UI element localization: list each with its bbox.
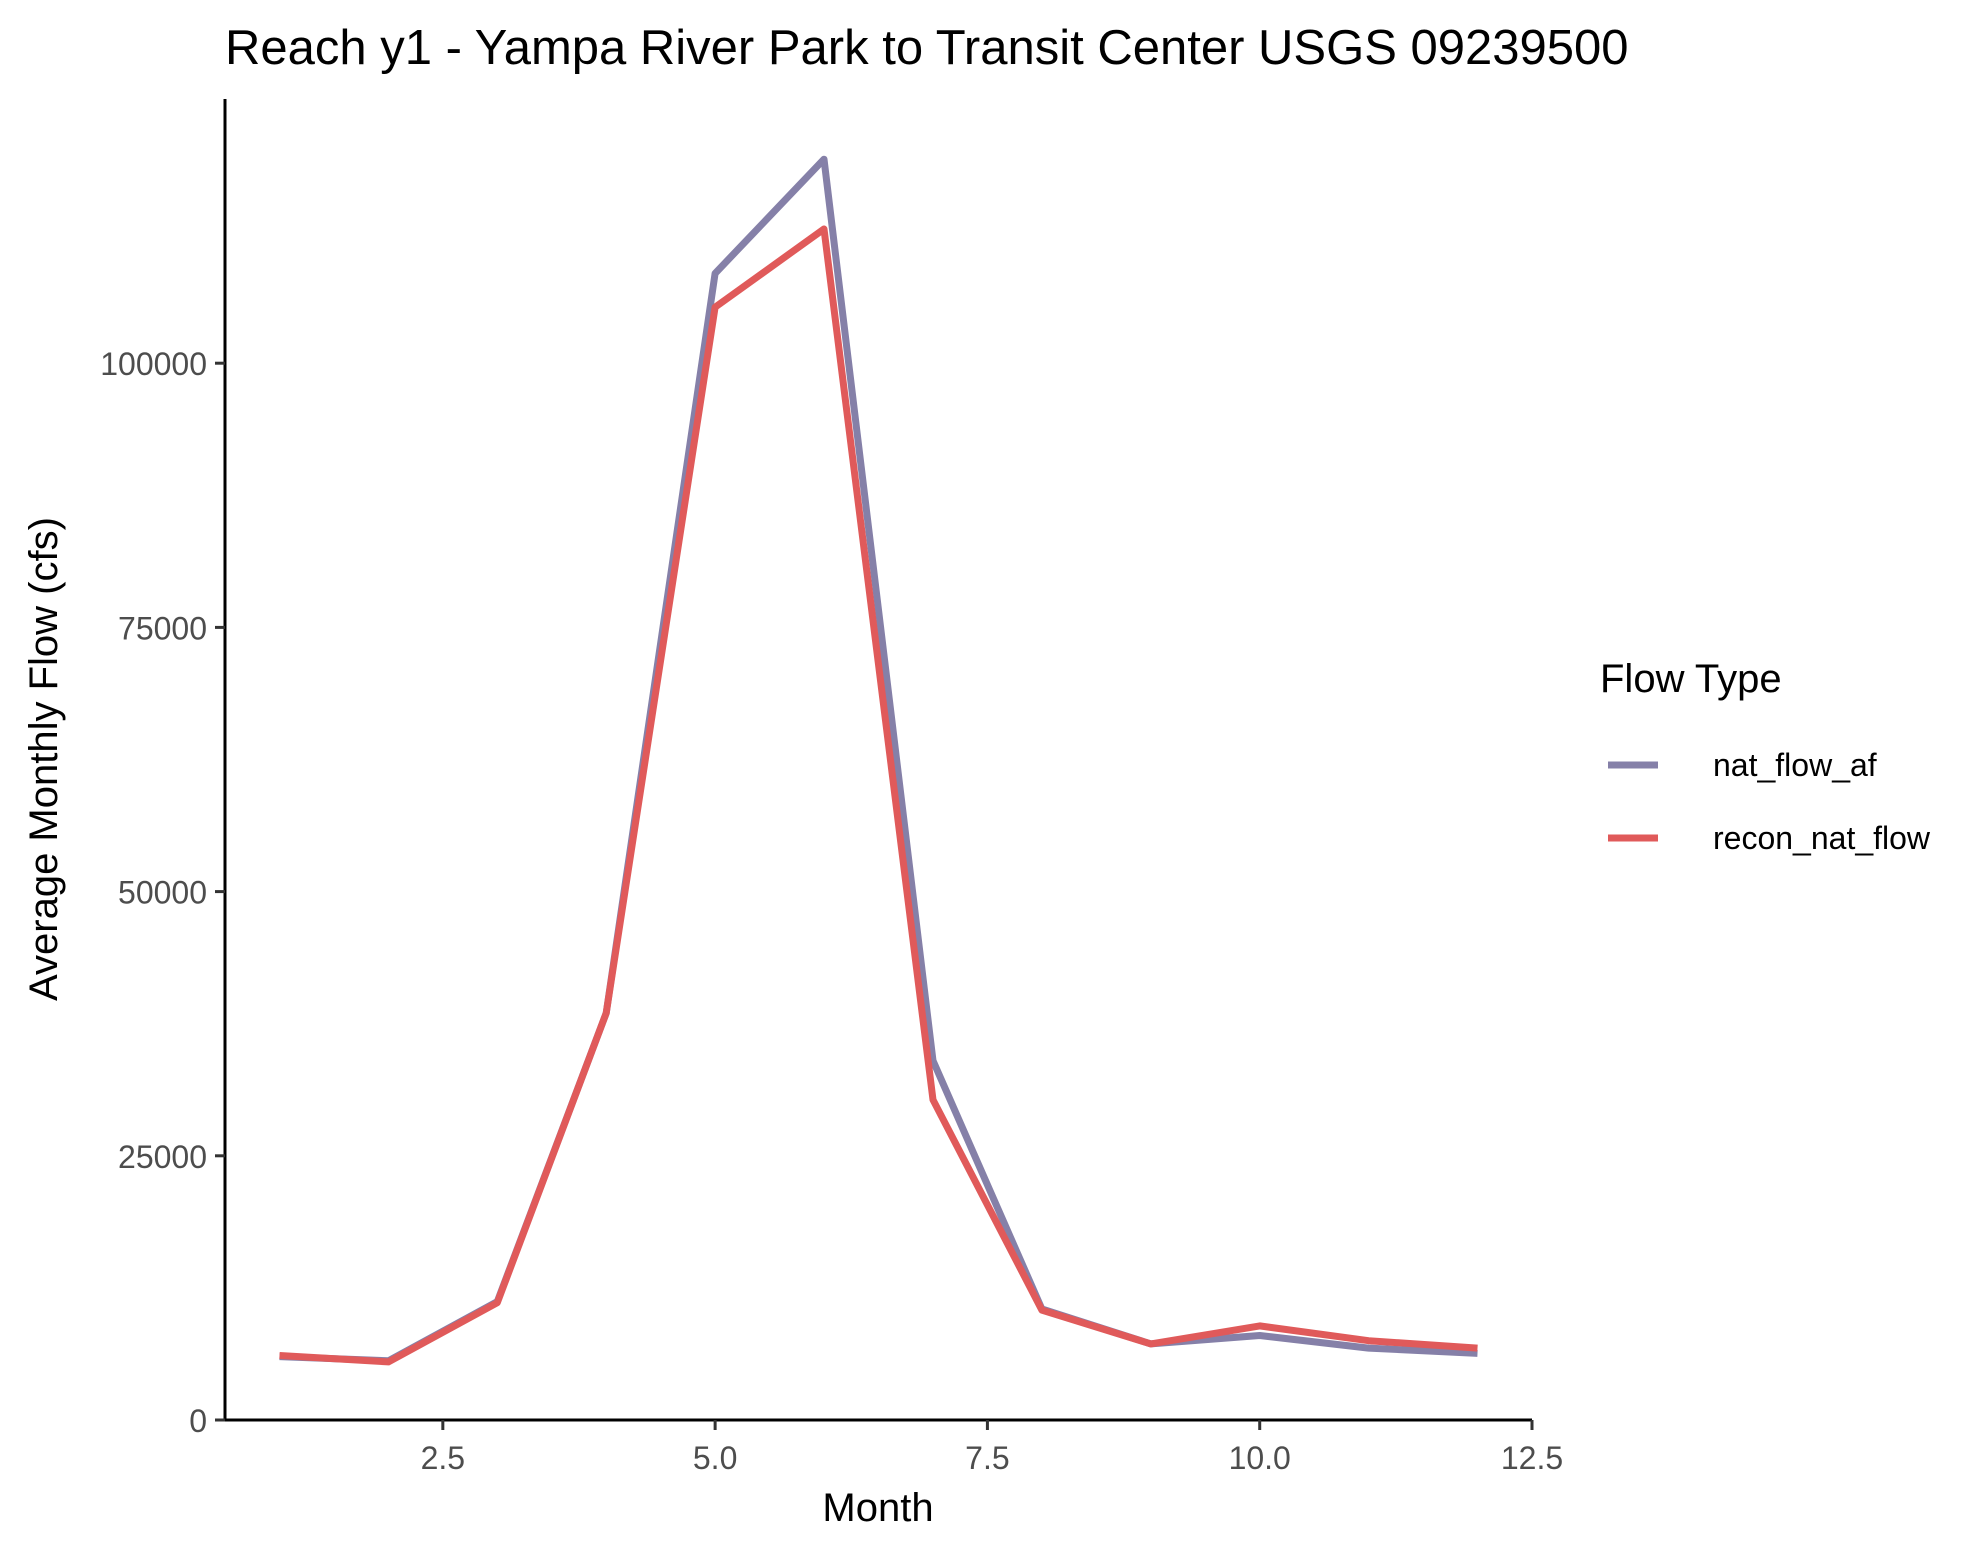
x-tick-label: 5.0 [693,1440,737,1476]
y-tick-label: 75000 [118,610,207,646]
plot-area [279,155,1478,1366]
x-axis-title: Month [822,1486,933,1530]
legend: Flow Type nat_flow_af recon_nat_flow [1600,657,1931,856]
y-axis-title: Average Monthly Flow (cfs) [22,517,66,1001]
x-tick-label: 10.0 [1229,1440,1291,1476]
series-line-nat-flow-af [279,155,1478,1365]
series-line-recon-nat-flow [279,225,1478,1366]
y-tick-label: 100000 [100,346,207,382]
legend-label: recon_nat_flow [1713,820,1931,856]
y-tick-label: 0 [189,1403,207,1439]
y-tick-label: 25000 [118,1139,207,1175]
x-tick-label: 2.5 [421,1440,465,1476]
x-tick-label: 7.5 [965,1440,1009,1476]
y-tick-label: 50000 [118,875,207,911]
legend-title: Flow Type [1600,657,1782,701]
legend-label: nat_flow_af [1713,747,1877,783]
x-tick-label: 12.5 [1501,1440,1563,1476]
x-axis-ticks: 2.5 5.0 7.5 10.0 12.5 [421,1420,1563,1476]
chart-title: Reach y1 - Yampa River Park to Transit C… [225,21,1629,75]
legend-items: nat_flow_af recon_nat_flow [1608,747,1931,856]
y-axis-ticks: 0 25000 50000 75000 100000 [100,346,225,1439]
